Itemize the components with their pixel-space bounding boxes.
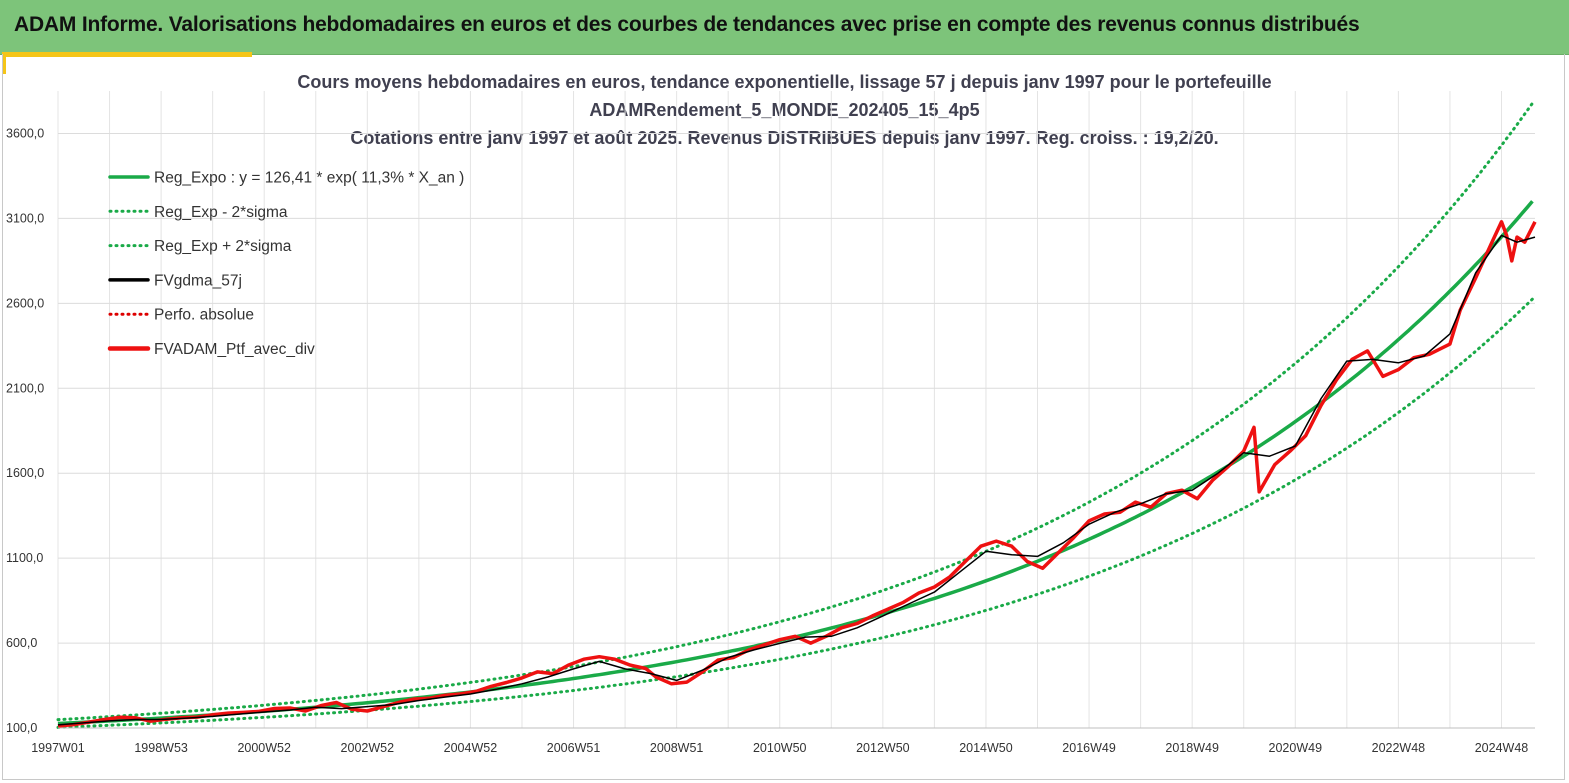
x-tick-label: 2002W52 — [341, 741, 395, 755]
x-tick-label: 2000W52 — [237, 741, 291, 755]
y-tick-label: 3100,0 — [6, 211, 44, 225]
x-tick-label: 2008W51 — [650, 741, 704, 755]
chart-series — [56, 101, 1537, 729]
series-fvadam-ptf — [57, 220, 1537, 728]
x-tick-label: 2018W49 — [1165, 741, 1219, 755]
y-tick-label: 2100,0 — [6, 381, 44, 395]
y-tick-label: 600,0 — [6, 636, 37, 650]
x-tick-label: 2006W51 — [547, 741, 601, 755]
legend-fvadam-label: FVADAM_Ptf_avec_div — [154, 341, 315, 358]
legend-reg-plus-label: Reg_Exp + 2*sigma — [154, 238, 292, 255]
accent-bar — [4, 52, 252, 57]
chart-frame — [2, 54, 1565, 780]
legend-reg-minus-label: Reg_Exp - 2*sigma — [154, 204, 288, 221]
legend-fvgdma-label: FVgdma_57j — [154, 272, 242, 289]
x-tick-label: 2020W49 — [1269, 741, 1323, 755]
x-tick-label: 2022W48 — [1372, 741, 1426, 755]
x-tick-label: 2004W52 — [444, 741, 498, 755]
chart-title-line-2: ADAMRendement_5_MONDE_202405_15_4p5 — [589, 100, 980, 120]
x-tick-label: 2012W50 — [856, 741, 910, 755]
header-banner: ADAM Informe. Valorisations hebdomadaire… — [0, 0, 1569, 55]
y-tick-label: 3600,0 — [6, 126, 44, 140]
legend-perfo-label: Perfo. absolue — [154, 307, 254, 324]
series-fvgdma-57j — [57, 234, 1536, 726]
x-tick-label: 1997W01 — [31, 741, 85, 755]
page-title: ADAM Informe. Valorisations hebdomadaire… — [14, 13, 1360, 36]
accent-left-bar — [2, 52, 6, 74]
x-tick-label: 2024W48 — [1475, 741, 1529, 755]
x-tick-label: 1998W53 — [134, 741, 188, 755]
x-tick-label: 2010W50 — [753, 741, 807, 755]
series-reg-plus-2sigma — [56, 101, 1534, 722]
legend-reg-expo-label: Reg_Expo : y = 126,41 * exp( 11,3% * X_a… — [154, 170, 464, 187]
y-tick-label: 1600,0 — [6, 466, 44, 480]
y-tick-label: 1100,0 — [6, 551, 43, 565]
chart-title-line-1: Cours moyens hebdomadaires en euros, ten… — [297, 72, 1272, 92]
x-tick-label: 2016W49 — [1062, 741, 1116, 755]
chart-legend: Reg_Expo : y = 126,41 * exp( 11,3% * X_a… — [107, 170, 464, 358]
y-tick-label: 100,0 — [6, 721, 37, 735]
chart-axes: 100,0 600,0 1100,0 1600,0 2100,0 2600,0 3100,0… — [6, 126, 1535, 755]
y-tick-label: 2600,0 — [6, 296, 44, 310]
x-tick-label: 2014W50 — [959, 741, 1013, 755]
series-reg-expo — [57, 200, 1534, 726]
series-reg-minus-2sigma — [56, 297, 1534, 729]
